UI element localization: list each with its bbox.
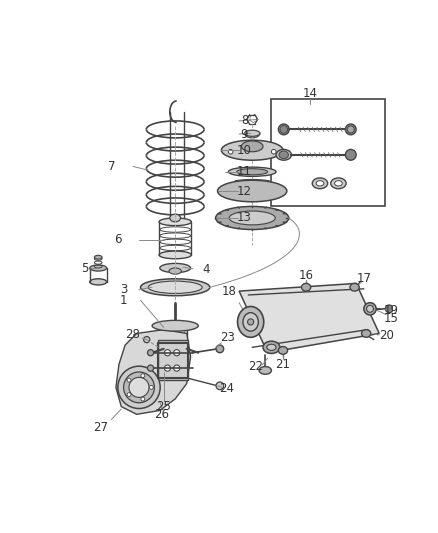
Text: 1: 1 xyxy=(120,294,127,307)
Ellipse shape xyxy=(259,367,272,374)
Ellipse shape xyxy=(215,206,289,230)
Ellipse shape xyxy=(148,350,154,356)
Text: 14: 14 xyxy=(303,87,318,100)
Text: 3: 3 xyxy=(120,283,127,296)
Ellipse shape xyxy=(276,149,291,160)
Ellipse shape xyxy=(312,178,328,189)
Ellipse shape xyxy=(173,365,180,371)
Text: 22: 22 xyxy=(248,360,264,373)
Ellipse shape xyxy=(364,303,376,315)
Ellipse shape xyxy=(141,374,145,377)
Ellipse shape xyxy=(152,320,198,331)
Ellipse shape xyxy=(169,268,181,274)
Text: 19: 19 xyxy=(383,304,398,317)
Ellipse shape xyxy=(279,124,289,135)
Ellipse shape xyxy=(127,393,131,397)
Ellipse shape xyxy=(129,377,149,398)
Ellipse shape xyxy=(244,130,260,136)
Ellipse shape xyxy=(173,350,180,356)
Ellipse shape xyxy=(141,397,145,401)
Text: 13: 13 xyxy=(237,212,252,224)
Ellipse shape xyxy=(385,305,393,313)
Bar xyxy=(158,340,187,379)
Bar xyxy=(272,99,385,206)
Ellipse shape xyxy=(228,167,276,176)
Text: 23: 23 xyxy=(220,331,235,344)
Ellipse shape xyxy=(263,341,280,353)
Ellipse shape xyxy=(237,306,264,337)
Text: 16: 16 xyxy=(299,269,314,282)
Text: 25: 25 xyxy=(156,400,171,413)
Ellipse shape xyxy=(267,344,276,350)
Polygon shape xyxy=(239,284,379,353)
Ellipse shape xyxy=(316,181,324,186)
Ellipse shape xyxy=(118,366,160,408)
Text: 21: 21 xyxy=(276,358,290,371)
Ellipse shape xyxy=(159,251,191,259)
Text: 17: 17 xyxy=(357,271,371,285)
Ellipse shape xyxy=(170,214,180,222)
Ellipse shape xyxy=(279,151,288,159)
Text: 10: 10 xyxy=(237,144,252,157)
Ellipse shape xyxy=(229,211,276,225)
Ellipse shape xyxy=(164,365,170,371)
Ellipse shape xyxy=(144,336,150,343)
Ellipse shape xyxy=(361,329,371,337)
Ellipse shape xyxy=(149,385,153,389)
Text: 27: 27 xyxy=(93,421,108,434)
Ellipse shape xyxy=(94,255,102,259)
Ellipse shape xyxy=(346,124,356,135)
Ellipse shape xyxy=(148,281,202,294)
Ellipse shape xyxy=(335,181,342,186)
Text: 8: 8 xyxy=(241,115,248,127)
Ellipse shape xyxy=(241,141,263,152)
Ellipse shape xyxy=(243,313,258,331)
Text: 28: 28 xyxy=(125,328,140,342)
Text: 9: 9 xyxy=(241,127,248,141)
Ellipse shape xyxy=(159,218,191,225)
Text: 24: 24 xyxy=(219,382,234,395)
Ellipse shape xyxy=(164,350,170,356)
Ellipse shape xyxy=(124,372,155,403)
Text: ⬡: ⬡ xyxy=(248,115,256,124)
Ellipse shape xyxy=(367,305,374,312)
Text: 6: 6 xyxy=(114,233,121,246)
Text: 18: 18 xyxy=(222,285,237,297)
Ellipse shape xyxy=(90,265,107,271)
Bar xyxy=(166,328,184,366)
Ellipse shape xyxy=(301,284,311,291)
Ellipse shape xyxy=(216,382,224,390)
Ellipse shape xyxy=(228,149,233,154)
Ellipse shape xyxy=(247,319,254,325)
Text: 5: 5 xyxy=(81,262,89,274)
Ellipse shape xyxy=(237,168,268,175)
Ellipse shape xyxy=(127,378,131,382)
Text: 15: 15 xyxy=(383,312,398,325)
Text: 4: 4 xyxy=(202,263,210,276)
Ellipse shape xyxy=(160,263,191,273)
Ellipse shape xyxy=(90,279,107,285)
Ellipse shape xyxy=(148,365,154,371)
Text: 11: 11 xyxy=(237,165,252,178)
Ellipse shape xyxy=(350,284,359,291)
Polygon shape xyxy=(116,329,191,414)
Text: 12: 12 xyxy=(237,184,252,198)
Ellipse shape xyxy=(346,149,356,160)
Ellipse shape xyxy=(347,126,354,133)
Ellipse shape xyxy=(218,180,287,202)
Bar xyxy=(164,326,187,368)
Ellipse shape xyxy=(216,345,224,353)
Ellipse shape xyxy=(279,346,288,354)
Ellipse shape xyxy=(141,279,210,296)
Text: 7: 7 xyxy=(108,160,115,173)
Ellipse shape xyxy=(272,149,276,154)
Text: 26: 26 xyxy=(155,408,170,421)
Ellipse shape xyxy=(280,126,288,133)
Ellipse shape xyxy=(221,140,283,160)
Ellipse shape xyxy=(331,178,346,189)
Text: 20: 20 xyxy=(379,329,394,342)
